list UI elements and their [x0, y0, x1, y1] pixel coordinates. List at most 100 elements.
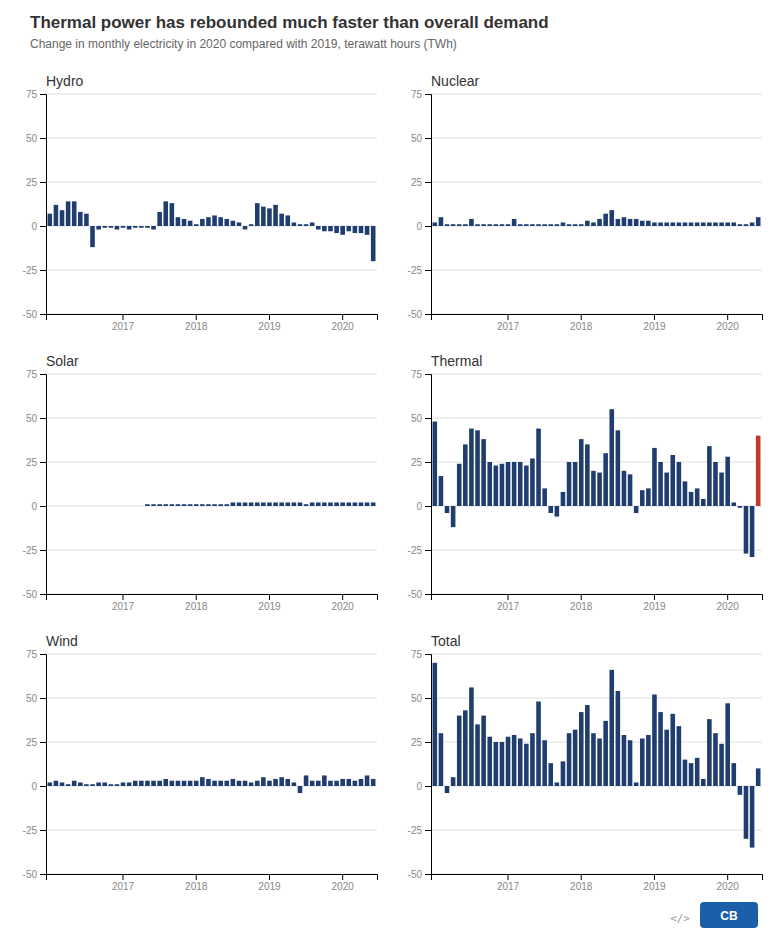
- bar: [689, 222, 694, 226]
- bar: [518, 738, 523, 786]
- bar: [555, 782, 560, 786]
- logo: </>CB: [670, 902, 758, 928]
- x-tick-label: 2017: [112, 321, 135, 332]
- y-tick-label: 0: [31, 781, 37, 792]
- bar: [285, 215, 290, 226]
- bar: [536, 702, 541, 786]
- y-tick: 75: [26, 369, 46, 380]
- bar: [218, 504, 223, 506]
- bar: [243, 502, 248, 506]
- bar: [78, 782, 83, 786]
- y-tick-label: 75: [411, 649, 423, 660]
- bar: [530, 224, 535, 226]
- bar: [261, 207, 266, 226]
- bar: [487, 462, 492, 506]
- bar: [163, 504, 168, 506]
- bar: [66, 506, 71, 507]
- bar: [518, 462, 523, 506]
- bar: [224, 781, 229, 786]
- y-tick-label: -25: [408, 825, 423, 836]
- x-tick-mark: [581, 314, 582, 320]
- bar: [609, 210, 614, 226]
- bar: [561, 222, 566, 226]
- bar: [677, 462, 682, 506]
- bar: [109, 226, 114, 228]
- bar: [261, 502, 266, 506]
- bar: [212, 781, 217, 786]
- x-tick-label: 2020: [332, 601, 355, 612]
- bars: [433, 210, 761, 226]
- bar: [304, 224, 309, 226]
- bar: [524, 744, 529, 786]
- bar: [298, 224, 303, 226]
- x-tick-label: 2017: [497, 321, 520, 332]
- x-tick: 2020: [717, 874, 740, 892]
- y-tick: 0: [416, 221, 431, 232]
- y-tick-mark: [40, 94, 46, 95]
- y-tick: 0: [31, 221, 46, 232]
- grid: [431, 374, 762, 594]
- x-axis-line: [47, 875, 378, 881]
- x-tick: 2020: [332, 594, 355, 612]
- bar: [512, 462, 517, 506]
- grid-line: [431, 698, 762, 699]
- x-axis-line: [432, 875, 763, 881]
- y-tick-mark: [40, 742, 46, 743]
- bar: [365, 502, 370, 506]
- y-tick: -50: [408, 309, 431, 320]
- bar: [267, 208, 272, 226]
- bar: [475, 430, 480, 506]
- y-tick-label: -25: [408, 265, 423, 276]
- bar: [102, 782, 107, 786]
- grid-line: [431, 654, 762, 655]
- x-tick-label: 2017: [497, 881, 520, 892]
- x-tick: 2018: [570, 874, 593, 892]
- y-tick: 0: [31, 781, 46, 792]
- bar: [725, 457, 730, 506]
- x-tick-mark: [342, 594, 343, 600]
- y-tick-label: -25: [23, 265, 38, 276]
- x-tick-label: 2018: [570, 881, 593, 892]
- y-tick: 25: [411, 177, 431, 188]
- bar: [689, 492, 694, 506]
- bar: [133, 781, 138, 786]
- bar: [469, 687, 474, 786]
- x-tick-mark: [123, 314, 124, 320]
- y-tick: 25: [26, 737, 46, 748]
- bar: [677, 726, 682, 786]
- panel-title: Total: [431, 633, 461, 649]
- panel: Nuclear-50-2502550752017201820192020: [408, 73, 763, 332]
- y-tick: -50: [23, 589, 46, 600]
- grid-line: [431, 182, 762, 183]
- bar: [84, 214, 89, 226]
- bar: [218, 781, 223, 786]
- bar: [433, 663, 438, 786]
- bar: [500, 224, 505, 226]
- y-tick: -25: [408, 825, 431, 836]
- bar: [439, 733, 444, 786]
- bar: [567, 224, 572, 226]
- bar: [512, 735, 517, 786]
- bar: [255, 502, 260, 506]
- grid-line: [46, 506, 377, 507]
- bar: [719, 222, 724, 226]
- bars: [433, 409, 761, 557]
- y-tick-label: -50: [408, 869, 423, 880]
- bar: [561, 492, 566, 506]
- x-tick: 2020: [717, 594, 740, 612]
- bar: [622, 735, 627, 786]
- bar: [72, 506, 77, 507]
- bar: [658, 712, 663, 786]
- y-tick-mark: [40, 270, 46, 271]
- bar: [487, 737, 492, 786]
- bar: [707, 222, 712, 226]
- bar: [133, 226, 138, 228]
- x-tick: 2018: [185, 314, 208, 332]
- bar: [652, 448, 657, 506]
- bar: [701, 499, 706, 506]
- bar: [701, 222, 706, 226]
- y-tick-label: 50: [411, 413, 423, 424]
- bar: [346, 226, 351, 231]
- bar: [304, 775, 309, 786]
- y-tick-mark: [425, 654, 431, 655]
